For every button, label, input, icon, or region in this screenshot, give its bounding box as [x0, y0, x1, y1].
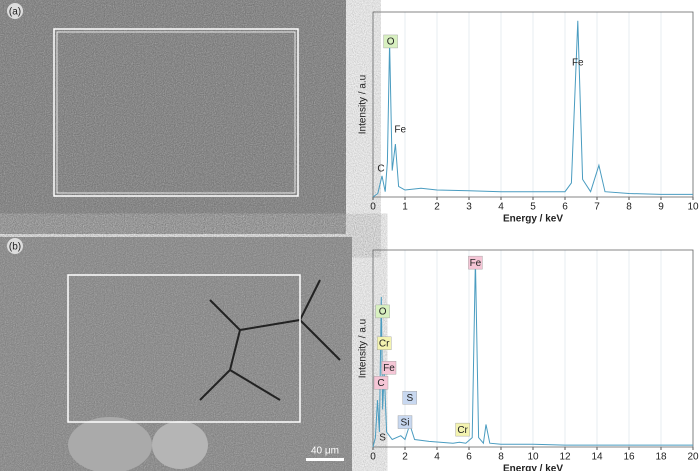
x-axis-label: Energy / keV	[503, 464, 563, 471]
sem-image-b	[0, 237, 352, 471]
annotation: C	[377, 163, 384, 174]
x-tick-label: 5	[530, 202, 536, 213]
x-tick-label: 6	[562, 202, 568, 213]
x-tick-label: 8	[626, 202, 632, 213]
annotation: O	[387, 37, 395, 48]
panel-label: (a)	[9, 7, 21, 18]
sem-image-a	[0, 0, 346, 234]
x-tick-label: 8	[498, 452, 504, 463]
annotation-box	[381, 361, 397, 375]
y-axis-label: Intensity / a.u	[358, 75, 369, 134]
annotation-box	[373, 376, 389, 390]
annotation: Cr	[457, 425, 468, 436]
x-tick-label: 20	[687, 452, 699, 463]
annotation-box	[375, 304, 390, 319]
x-tick-label: 1	[402, 202, 408, 213]
spectrum-line	[372, 20, 693, 198]
annotation: C	[377, 378, 384, 389]
x-tick-label: 12	[559, 452, 571, 463]
annotation: Fe	[383, 363, 395, 374]
annotation-box	[383, 34, 398, 49]
x-tick-label: 0	[370, 452, 376, 463]
y-axis-label: Intensity / a.u	[358, 319, 369, 378]
annotation: S	[406, 393, 413, 404]
annotation: Fe	[572, 58, 584, 69]
x-tick-label: 9	[658, 202, 664, 213]
annotation: Fe	[394, 125, 406, 136]
annotation-box	[397, 415, 413, 429]
x-tick-label: 6	[466, 452, 472, 463]
x-tick-label: 10	[527, 452, 539, 463]
annotation: Fe	[470, 258, 482, 269]
annotation-box	[377, 336, 392, 351]
annotation: O	[379, 307, 387, 318]
x-tick-label: 3	[466, 202, 472, 213]
annotation-box	[455, 422, 470, 437]
x-tick-label: 10	[687, 202, 699, 213]
x-tick-label: 18	[655, 452, 667, 463]
annotation-box	[402, 391, 417, 405]
x-axis-label: Energy / keV	[503, 214, 563, 225]
x-tick-label: 7	[594, 202, 600, 213]
annotation: S	[379, 432, 386, 443]
annotation-box	[468, 255, 483, 270]
annotation: Si	[401, 417, 410, 428]
x-tick-label: 4	[498, 202, 504, 213]
scale-bar-label: 40 μm	[311, 446, 339, 457]
x-tick-label: 0	[370, 202, 376, 213]
x-tick-label: 2	[402, 452, 408, 463]
annotation: Cr	[379, 338, 390, 349]
x-tick-label: 14	[591, 452, 603, 463]
x-tick-label: 2	[434, 202, 440, 213]
plot-frame	[372, 11, 694, 198]
x-tick-label: 16	[623, 452, 635, 463]
panel-label: (b)	[9, 242, 21, 253]
x-tick-label: 4	[434, 452, 440, 463]
plot-frame	[372, 249, 694, 448]
spectrum-line	[372, 259, 693, 448]
